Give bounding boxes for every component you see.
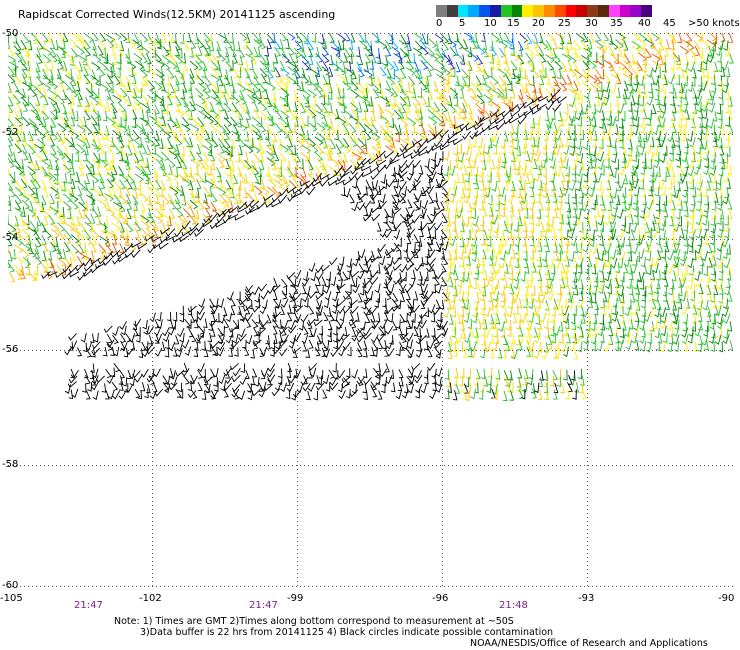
legend-swatch xyxy=(619,5,631,17)
legend-swatch xyxy=(630,5,642,17)
wind-barb-canvas xyxy=(8,33,736,587)
lon-label-96: -96 xyxy=(432,593,449,604)
lon-label-90: -90 xyxy=(718,593,735,604)
grid-lines xyxy=(8,33,736,587)
legend-swatch xyxy=(479,5,490,17)
legend-swatch xyxy=(587,5,598,17)
footnote-line-2: 3)Data buffer is 22 hrs from 20141125 4)… xyxy=(140,627,554,638)
legend-swatch xyxy=(565,5,577,17)
legend-swatch xyxy=(543,5,555,17)
lat-label-58: -58 xyxy=(2,459,19,470)
lat-label-54: -54 xyxy=(2,232,19,243)
legend-labels: 0 5 10 15 20 25 30 35 40 45 >50 knots xyxy=(436,17,740,31)
wind-map xyxy=(8,33,736,587)
lat-label-60: -60 xyxy=(2,580,19,591)
legend-label: 40 xyxy=(638,18,651,29)
time-label-1: 21:47 xyxy=(74,600,103,611)
legend-swatch xyxy=(554,5,566,17)
legend-label: 0 xyxy=(436,18,443,29)
lon-label-93: -93 xyxy=(578,593,595,604)
legend-swatches xyxy=(436,5,736,17)
footnotes: Note: 1) Times are GMT 2)Times along bot… xyxy=(114,616,553,638)
chart-title: Rapidscat Corrected Winds(12.5KM) 201411… xyxy=(18,8,336,21)
lon-label-102: -102 xyxy=(139,593,162,604)
legend-label: 15 xyxy=(507,18,520,29)
footnote-line-1: Note: 1) Times are GMT 2)Times along bot… xyxy=(114,616,514,627)
lat-label-52: -52 xyxy=(2,127,19,138)
legend-label: 30 xyxy=(585,18,598,29)
legend-label: 5 xyxy=(459,18,466,29)
legend-label: 20 xyxy=(532,18,545,29)
legend-label: 35 xyxy=(610,18,623,29)
legend-swatch xyxy=(468,5,480,17)
legend-label: 10 xyxy=(484,18,497,29)
lat-label-50: -50 xyxy=(2,28,19,39)
wind-barbs xyxy=(8,33,734,402)
wind-speed-legend: 0 5 10 15 20 25 30 35 40 45 >50 knots xyxy=(436,5,740,31)
legend-swatch xyxy=(608,5,620,17)
legend-label: 45 xyxy=(663,18,676,29)
legend-swatch xyxy=(500,5,512,17)
legend-swatch xyxy=(641,5,652,17)
legend-swatch xyxy=(522,5,534,17)
legend-swatch xyxy=(576,5,588,17)
legend-swatch xyxy=(446,5,458,17)
lon-label-105: -105 xyxy=(0,593,23,604)
lat-label-56: -56 xyxy=(2,344,19,355)
legend-label: >50 knots xyxy=(688,18,740,29)
legend-swatch xyxy=(533,5,544,17)
lon-label-99: -99 xyxy=(287,593,304,604)
legend-swatch xyxy=(457,5,469,17)
time-label-3: 21:48 xyxy=(499,600,528,611)
legend-label: 25 xyxy=(558,18,571,29)
legend-swatch xyxy=(511,5,523,17)
legend-swatch xyxy=(489,5,501,17)
credit-line: NOAA/NESDIS/Office of Research and Appli… xyxy=(470,638,708,649)
time-label-2: 21:47 xyxy=(249,600,278,611)
legend-swatch xyxy=(436,5,447,17)
legend-swatch xyxy=(597,5,609,17)
